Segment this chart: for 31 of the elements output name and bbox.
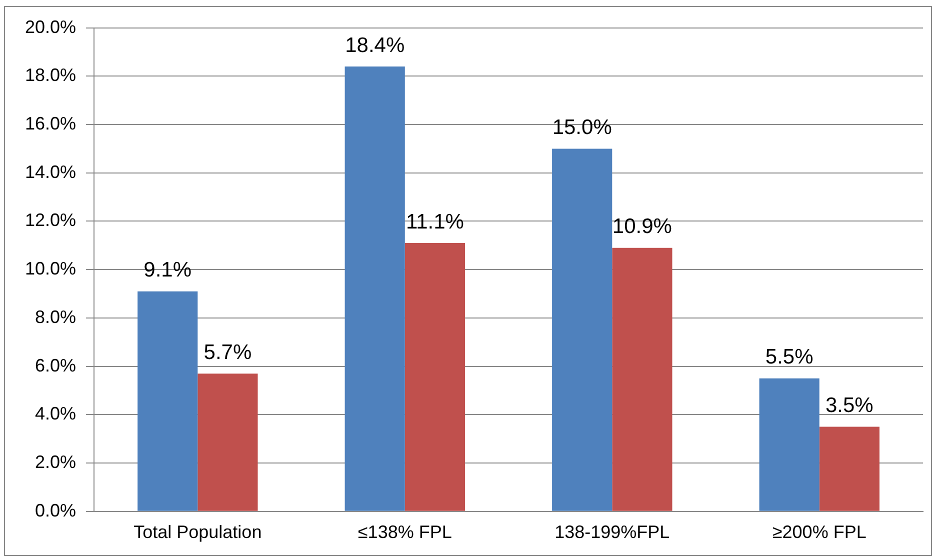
- y-tick-label: 4.0%: [35, 404, 76, 424]
- data-label: 5.5%: [765, 346, 814, 369]
- bar: [552, 148, 612, 511]
- x-tick-label: ≥200% FPL: [772, 522, 866, 542]
- y-tick-label: 12.0%: [24, 210, 76, 230]
- data-label: 18.4%: [345, 34, 405, 57]
- data-label: 9.1%: [144, 258, 192, 282]
- y-tick-label: 14.0%: [24, 162, 76, 182]
- bar: [612, 248, 672, 511]
- y-tick-label: 16.0%: [24, 113, 76, 134]
- y-tick-label: 6.0%: [35, 355, 76, 376]
- bar: [404, 243, 465, 511]
- data-label: 10.9%: [612, 215, 672, 238]
- x-tick-label: ≤138% FPL: [358, 522, 452, 542]
- y-tick-label: 20.0%: [24, 16, 76, 37]
- y-tick-label: 0.0%: [35, 500, 76, 520]
- y-tick-label: 18.0%: [24, 65, 76, 86]
- bar: [138, 291, 198, 511]
- y-tick-label: 8.0%: [35, 306, 76, 327]
- bar: [819, 426, 880, 511]
- data-label: 15.0%: [552, 116, 612, 139]
- y-tick-label: 2.0%: [35, 452, 76, 472]
- x-tick-label: Total Population: [134, 522, 262, 542]
- data-label: 11.1%: [406, 210, 464, 234]
- bar: [198, 374, 258, 511]
- bar: [344, 66, 405, 511]
- data-label: 3.5%: [825, 394, 874, 418]
- y-tick-label: 10.0%: [24, 258, 76, 279]
- data-label: 5.7%: [204, 340, 252, 364]
- bar: [759, 378, 820, 511]
- x-tick-label: 138-199%FPL: [554, 522, 670, 542]
